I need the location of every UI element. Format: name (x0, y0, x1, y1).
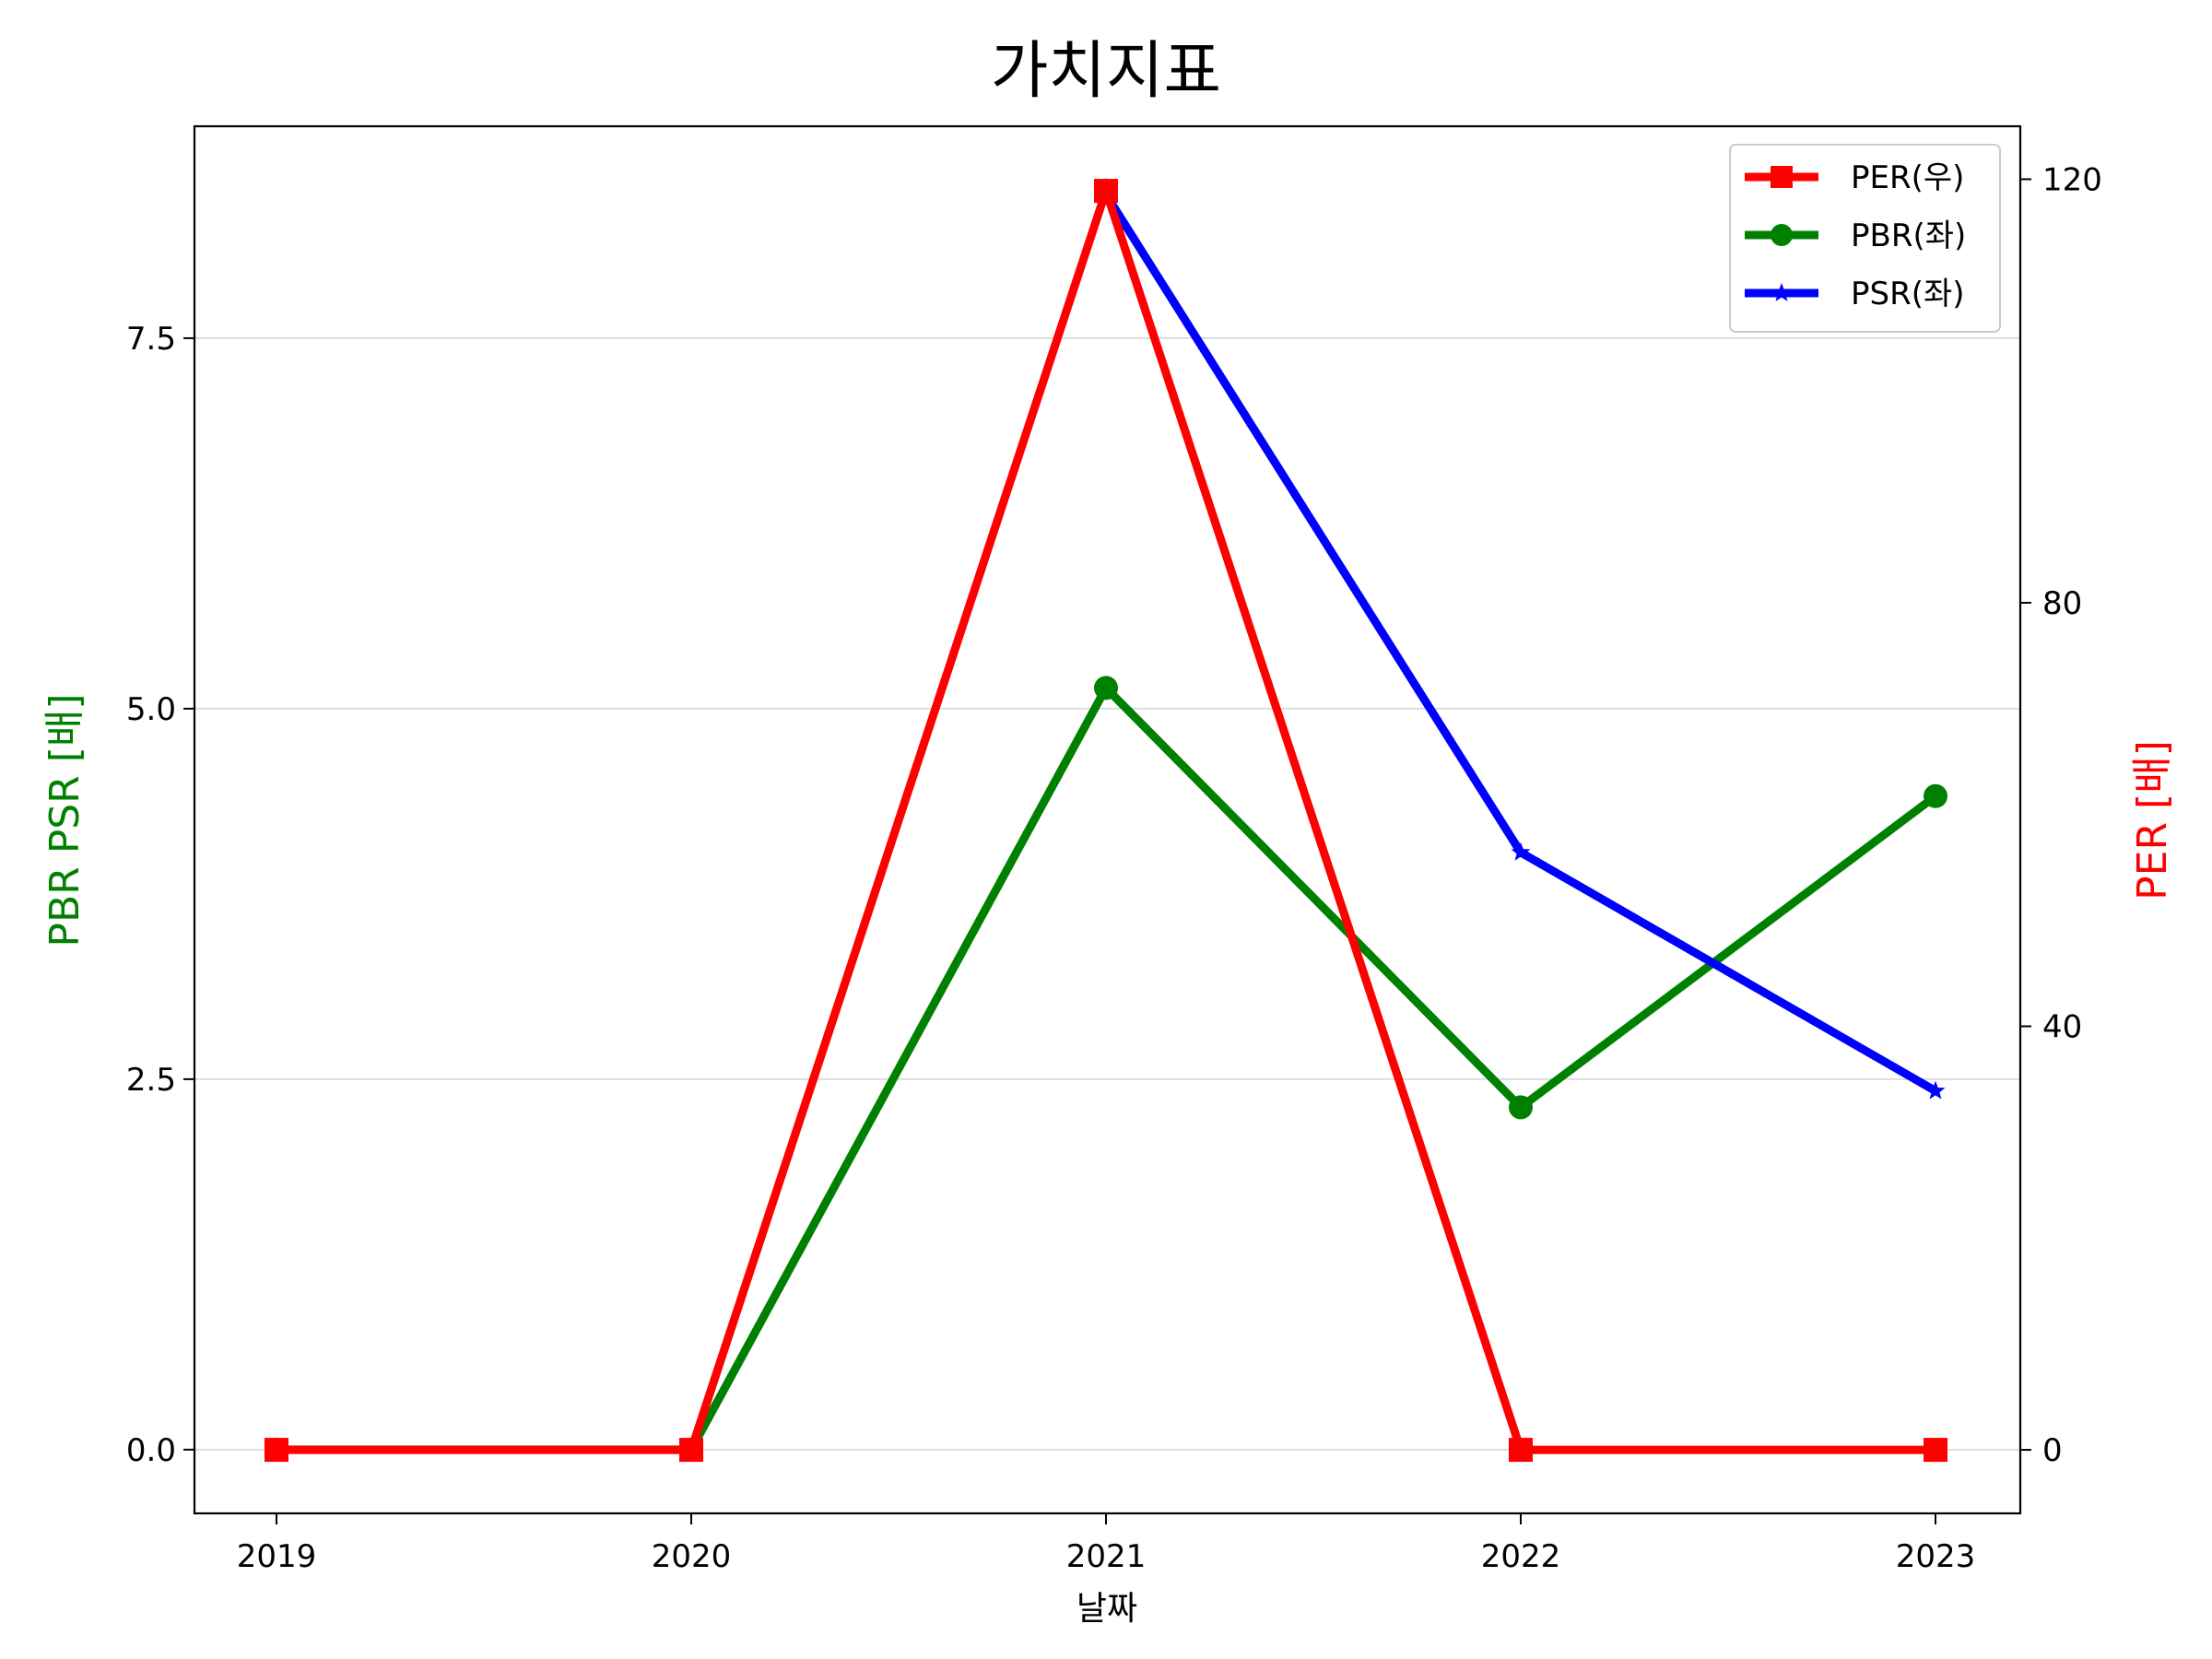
left-y-tick-label: 0.0 (126, 1432, 176, 1469)
left-y-tick-label: 2.5 (126, 1062, 176, 1099)
legend-label: PSR(좌) (1851, 276, 1965, 312)
data-point (679, 1438, 703, 1463)
left-y-axis-ticks: 0.0 2.5 5.0 7.5 (126, 321, 194, 1469)
series-circle (265, 676, 1947, 1462)
left-y-tick-label: 7.5 (126, 321, 176, 358)
legend-marker (1771, 283, 1792, 301)
series-layer (265, 177, 1947, 1463)
x-tick-label: 2021 (1066, 1538, 1147, 1575)
data-point (1094, 676, 1118, 700)
right-y-tick-label: 0 (2042, 1432, 2063, 1469)
chart-title: 가치지표 (991, 35, 1221, 108)
x-tick-label: 2020 (652, 1538, 732, 1575)
legend-label: PER(우) (1851, 159, 1964, 196)
legend-label: PBR(좌) (1851, 218, 1966, 254)
data-point (1511, 841, 1531, 861)
legend-marker (1771, 224, 1793, 246)
x-tick-label: 2022 (1481, 1538, 1561, 1575)
series-line (276, 680, 1938, 1454)
grid-lines (194, 337, 2020, 1451)
x-tick-label: 2019 (237, 1538, 317, 1575)
x-tick-label: 2023 (1896, 1538, 1976, 1575)
legend-marker (1771, 166, 1793, 188)
data-point (1925, 1080, 1946, 1100)
series-line (276, 177, 1936, 1454)
x-axis-ticks: 2019 2020 2021 2022 2023 (237, 1513, 1976, 1575)
data-point (1924, 1438, 1947, 1463)
data-point (1924, 783, 1947, 808)
left-y-axis-label: PBR PSR [배] (41, 693, 88, 947)
right-y-axis-label: PER [배] (2129, 740, 2176, 900)
data-point (1094, 179, 1118, 204)
data-point (265, 1438, 288, 1463)
plot-area-frame (193, 124, 2022, 1515)
right-y-tick-label: 120 (2042, 161, 2102, 198)
right-y-tick-label: 40 (2042, 1009, 2082, 1046)
left-y-tick-label: 5.0 (126, 691, 176, 728)
legend: PER(우) PBR(좌) PSR(좌) (1729, 144, 2001, 333)
right-y-tick-label: 80 (2042, 585, 2082, 622)
right-y-axis-ticks: 0 40 80 120 (2020, 161, 2102, 1469)
data-point (1509, 1095, 1533, 1120)
data-point (1509, 1438, 1533, 1463)
x-axis-label: 날짜 (1077, 1590, 1137, 1628)
legend-frame (1729, 144, 2001, 333)
series-square (265, 177, 1947, 1463)
